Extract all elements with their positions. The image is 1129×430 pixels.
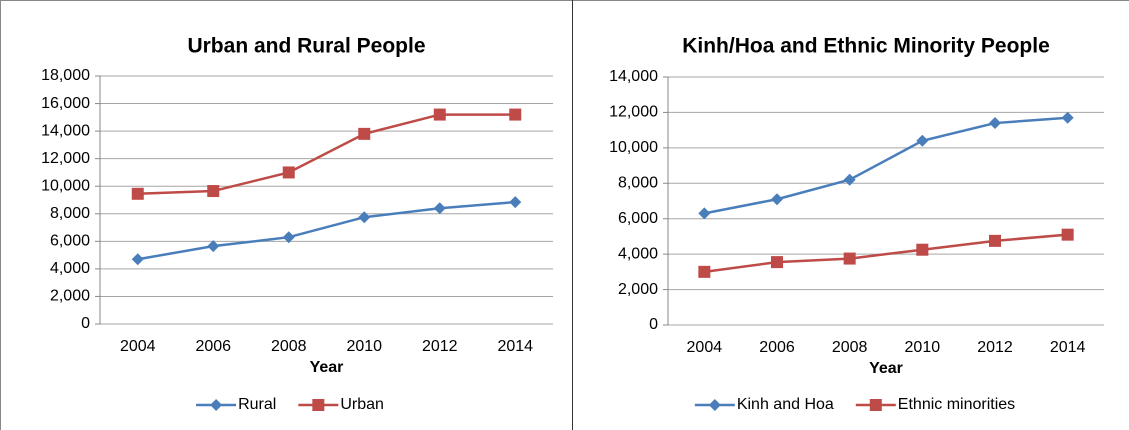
y-tick-label: 4,000 [50,260,90,277]
x-tick-label: 2012 [977,339,1013,356]
marker [771,256,783,269]
marker [916,243,929,256]
x-axis-title: Year [869,360,903,377]
y-tick-label: 0 [81,315,90,332]
marker [358,127,371,140]
y-tick-label: 12,000 [41,150,90,167]
y-tick-label: 2,000 [50,288,90,305]
y-tick-label: 8,000 [618,175,658,192]
x-tick-label: 2006 [759,339,795,356]
marker [989,234,1001,247]
series-line [704,233,1068,274]
x-tick-label: 2008 [832,339,868,356]
y-tick-label: 14,000 [41,122,90,139]
marker [1061,111,1074,124]
legend-label: Kinh and Hoa [737,396,834,413]
y-tick-label: 14,000 [609,68,658,85]
marker [131,253,144,266]
x-tick-label: 2014 [497,338,533,355]
legend: Rural Urban [196,396,384,413]
x-tick-label: 2010 [905,339,941,356]
y-tick-label: 0 [649,316,658,333]
marker [207,185,220,198]
chart-title: Kinh/Hoa and Ethnic Minority People [682,35,1050,58]
y-tick-label: 16,000 [41,95,90,112]
legend-label: Rural [238,396,276,413]
marker [869,399,882,411]
marker [358,211,371,224]
marker [282,231,295,244]
legend-label: Ethnic minorities [898,396,1015,413]
marker [433,202,446,215]
marker [698,207,711,220]
y-tick-label: 10,000 [41,177,90,194]
x-axis-title: Year [310,359,344,376]
marker [843,173,856,186]
x-tick-label: 2004 [120,338,156,355]
legend: Kinh and Hoa Ethnic minorities [694,396,1015,413]
marker [282,166,295,179]
series-line [704,116,1068,215]
x-tick-label: 2012 [422,338,458,355]
marker [698,265,711,278]
x-tick-label: 2004 [687,339,723,356]
y-tick-label: 10,000 [609,139,658,156]
series-line [137,200,516,261]
y-tick-label: 2,000 [618,281,658,298]
y-tick-label: 12,000 [609,104,658,121]
marker [916,134,929,147]
marker [433,108,446,121]
marker [771,193,783,206]
marker [509,196,522,209]
legend-label: Urban [340,396,384,413]
y-tick-label: 6,000 [618,210,658,227]
y-tick-label: 6,000 [50,233,90,250]
x-tick-label: 2008 [271,338,307,355]
y-tick-label: 18,000 [41,67,90,84]
x-tick-label: 2014 [1050,339,1086,356]
series-line [137,113,516,196]
marker [708,399,721,411]
marker [207,240,220,253]
x-tick-label: 2006 [195,338,231,355]
marker [843,252,856,265]
y-tick-label: 8,000 [50,205,90,222]
marker [989,117,1001,130]
y-tick-label: 4,000 [618,245,658,262]
marker [131,187,144,200]
marker [210,399,223,411]
marker [1061,228,1074,241]
marker [312,399,325,411]
marker [509,108,522,121]
chart-title: Urban and Rural People [187,35,425,58]
x-tick-label: 2010 [346,338,382,355]
